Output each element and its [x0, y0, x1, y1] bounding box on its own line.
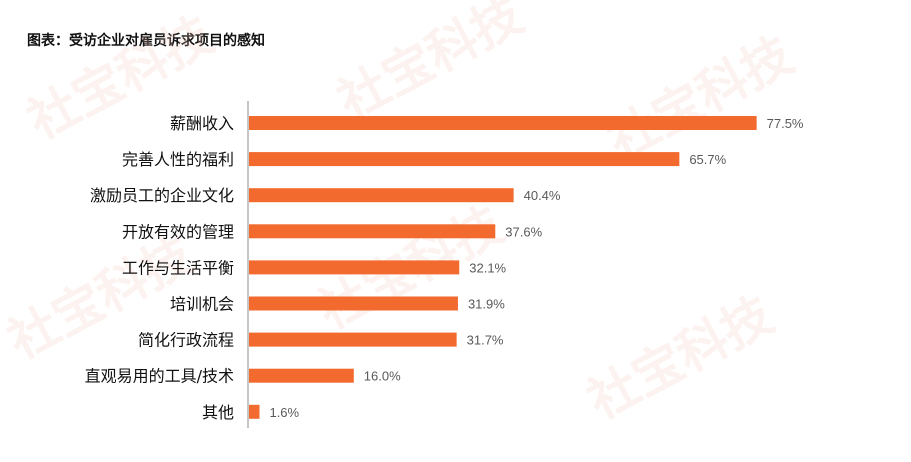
category-label-4: 开放有效的管理: [122, 222, 234, 241]
category-label-2: 完善人性的福利: [122, 150, 234, 169]
watermark-text-2: 社宝科技: [328, 0, 532, 131]
bar-9: [249, 404, 260, 419]
chart-title: 图表：受访企业对雇员诉求项目的感知: [27, 33, 265, 49]
category-label-1: 薪酬收入: [170, 114, 234, 133]
value-label-1: 77.5%: [767, 116, 804, 131]
category-label-5: 工作与生活平衡: [122, 258, 234, 277]
bar-4: [249, 224, 496, 239]
bar-8: [249, 368, 354, 383]
category-labels-group: 薪酬收入完善人性的福利激励员工的企业文化开放有效的管理工作与生活平衡培训机会简化…: [85, 114, 234, 422]
value-label-2: 65.7%: [689, 152, 726, 167]
value-label-4: 37.6%: [505, 224, 542, 239]
category-label-3: 激励员工的企业文化: [90, 186, 234, 205]
value-label-7: 31.7%: [467, 333, 504, 348]
bar-3: [249, 188, 514, 203]
category-label-8: 直观易用的工具/技术: [85, 367, 234, 386]
category-label-9: 其他: [202, 403, 234, 422]
value-label-5: 32.1%: [469, 260, 506, 275]
watermark-text-3: 社宝科技: [598, 25, 802, 170]
bar-6: [249, 296, 458, 311]
value-labels-group: 77.5% 65.7% 40.4% 37.6% 32.1% 31.9% 31.7% 16.0%…: [269, 116, 803, 420]
category-label-7: 简化行政流程: [138, 331, 234, 350]
bar-7: [249, 332, 457, 347]
bar-5: [249, 260, 460, 275]
bar-2: [249, 152, 680, 167]
bar-1: [249, 116, 757, 130]
bars-group: [249, 116, 757, 419]
value-label-3: 40.4%: [524, 188, 561, 203]
value-label-8: 16.0%: [364, 369, 401, 384]
value-label-6: 31.9%: [468, 297, 505, 312]
watermark-text-6: 社宝科技: [578, 285, 782, 430]
value-label-9: 1.6%: [269, 405, 299, 420]
category-label-6: 培训机会: [170, 295, 234, 314]
